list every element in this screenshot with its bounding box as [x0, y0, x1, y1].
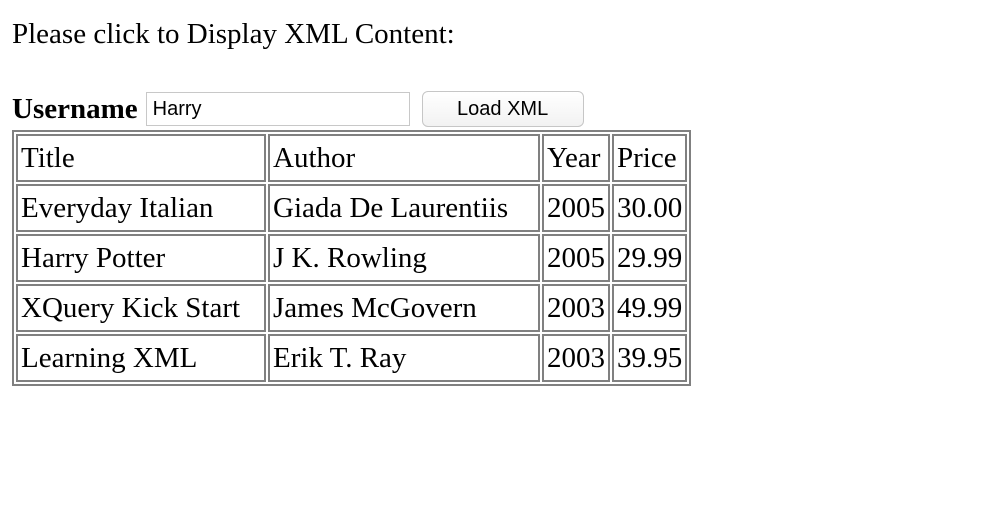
page-content: Please click to Display XML Content: Use…	[12, 16, 692, 386]
header-title: Title	[16, 134, 266, 182]
cell-title: Learning XML	[16, 334, 266, 382]
header-year: Year	[542, 134, 610, 182]
username-label: Username	[12, 93, 138, 125]
load-xml-button[interactable]: Load XML	[421, 91, 584, 127]
table-header-row: Title Author Year Price	[16, 134, 688, 182]
cell-title: XQuery Kick Start	[16, 284, 266, 332]
cell-year: 2005	[542, 234, 610, 282]
instruction-text: Please click to Display XML Content:	[12, 18, 455, 50]
cell-year: 2005	[542, 184, 610, 232]
cell-price: 49.99	[612, 284, 688, 332]
cell-title: Everyday Italian	[16, 184, 266, 232]
cell-year: 2003	[542, 334, 610, 382]
cell-author: Giada De Laurentiis	[268, 184, 540, 232]
books-table: Title Author Year Price Everyday Italian…	[12, 130, 692, 386]
table-row: Harry Potter J K. Rowling 2005 29.99	[16, 234, 688, 282]
header-price: Price	[612, 134, 688, 182]
table-row: Learning XML Erik T. Ray 2003 39.95	[16, 334, 688, 382]
table-row: Everyday Italian Giada De Laurentiis 200…	[16, 184, 688, 232]
table-row: XQuery Kick Start James McGovern 2003 49…	[16, 284, 688, 332]
username-input[interactable]	[145, 92, 410, 126]
username-form: Username Load XML	[12, 88, 691, 130]
cell-author: James McGovern	[268, 284, 540, 332]
cell-title: Harry Potter	[16, 234, 266, 282]
cell-price: 29.99	[612, 234, 688, 282]
cell-price: 30.00	[612, 184, 688, 232]
header-author: Author	[268, 134, 540, 182]
cell-author: J K. Rowling	[268, 234, 540, 282]
cell-year: 2003	[542, 284, 610, 332]
cell-price: 39.95	[612, 334, 688, 382]
cell-author: Erik T. Ray	[268, 334, 540, 382]
